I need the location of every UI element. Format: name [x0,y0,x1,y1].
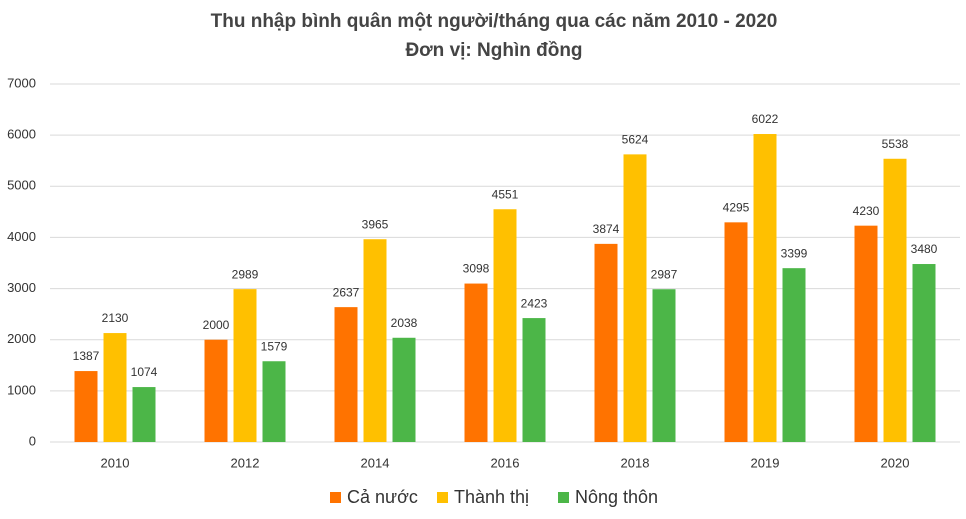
legend-swatch [558,492,569,503]
value-label: 3480 [911,242,938,256]
value-label: 2989 [232,267,259,281]
value-label: 1579 [261,339,288,353]
bar [493,209,517,442]
bar [522,318,546,442]
bar [854,225,878,442]
x-tick-label: 2012 [231,455,260,470]
y-tick-label: 1000 [7,382,36,397]
bar [912,264,936,442]
bar [464,283,488,442]
value-label: 2000 [203,318,230,332]
bar [652,289,676,442]
bar [103,333,127,442]
y-tick-label: 7000 [7,75,36,90]
chart-subtitle: Đơn vị: Nghìn đồng [405,40,582,61]
value-label: 3965 [362,217,389,231]
value-label: 4551 [492,187,519,201]
value-label: 2130 [102,311,129,325]
bar [392,337,416,442]
bar [724,222,748,442]
bar [623,154,647,443]
value-label: 2637 [333,285,360,299]
value-label: 2038 [391,316,418,330]
value-label: 4230 [853,204,880,218]
bar [132,387,156,442]
chart-title: Thu nhập bình quân một người/tháng qua c… [211,11,778,32]
bar [204,339,228,442]
legend-label: Cả nước [347,487,418,507]
x-tick-label: 2018 [621,455,650,470]
bar [753,134,777,443]
bar [363,239,387,442]
y-tick-label: 6000 [7,127,36,142]
x-tick-label: 2020 [881,455,910,470]
value-label: 3874 [593,222,620,236]
legend-swatch [330,492,341,503]
legend-swatch [437,492,448,503]
value-label: 2987 [651,267,678,281]
value-label: 2423 [521,296,548,310]
x-tick-label: 2016 [491,455,520,470]
value-label: 1387 [73,349,100,363]
legend-label: Thành thị [454,487,529,507]
bar [262,361,286,442]
y-tick-label: 3000 [7,280,36,295]
bar [883,158,907,442]
x-tick-label: 2019 [751,455,780,470]
x-tick-label: 2014 [361,455,390,470]
bar [594,243,618,442]
value-label: 5538 [882,137,909,151]
value-label: 5624 [622,133,649,147]
value-label: 3399 [781,246,808,260]
y-tick-label: 2000 [7,331,36,346]
bar [233,289,257,442]
bar [334,307,358,442]
x-tick-label: 2010 [101,455,130,470]
bar [782,268,806,442]
value-label: 1074 [131,365,158,379]
y-tick-label: 0 [29,433,36,448]
y-tick-label: 4000 [7,229,36,244]
value-label: 6022 [752,112,779,126]
legend-label: Nông thôn [575,487,658,507]
y-tick-label: 5000 [7,178,36,193]
value-label: 4295 [723,201,750,215]
value-label: 3098 [463,262,490,276]
bar [74,371,98,442]
